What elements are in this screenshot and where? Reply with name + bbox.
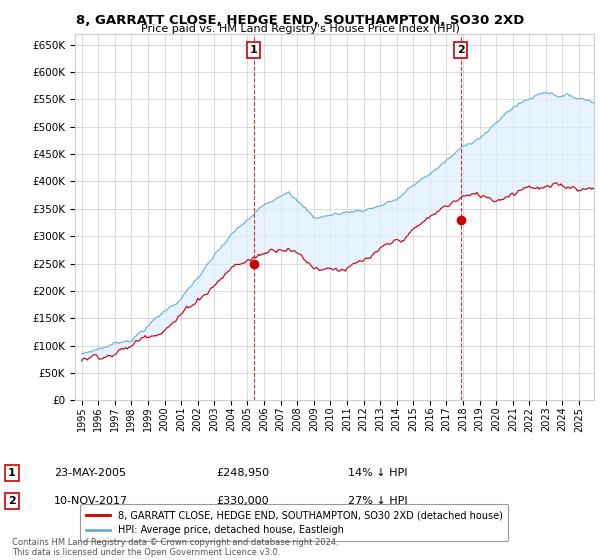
- Text: 2: 2: [457, 45, 464, 55]
- Text: £248,950: £248,950: [216, 468, 269, 478]
- Text: 1: 1: [250, 45, 257, 55]
- Text: 27% ↓ HPI: 27% ↓ HPI: [348, 496, 407, 506]
- Legend: 8, GARRATT CLOSE, HEDGE END, SOUTHAMPTON, SO30 2XD (detached house), HPI: Averag: 8, GARRATT CLOSE, HEDGE END, SOUTHAMPTON…: [80, 505, 508, 541]
- Text: Contains HM Land Registry data © Crown copyright and database right 2024.
This d: Contains HM Land Registry data © Crown c…: [12, 538, 338, 557]
- Text: 1: 1: [8, 468, 16, 478]
- Text: 23-MAY-2005: 23-MAY-2005: [54, 468, 126, 478]
- Text: £330,000: £330,000: [216, 496, 269, 506]
- Text: 14% ↓ HPI: 14% ↓ HPI: [348, 468, 407, 478]
- Text: 8, GARRATT CLOSE, HEDGE END, SOUTHAMPTON, SO30 2XD: 8, GARRATT CLOSE, HEDGE END, SOUTHAMPTON…: [76, 14, 524, 27]
- Text: 10-NOV-2017: 10-NOV-2017: [54, 496, 128, 506]
- Text: 2: 2: [8, 496, 16, 506]
- Text: Price paid vs. HM Land Registry's House Price Index (HPI): Price paid vs. HM Land Registry's House …: [140, 24, 460, 34]
